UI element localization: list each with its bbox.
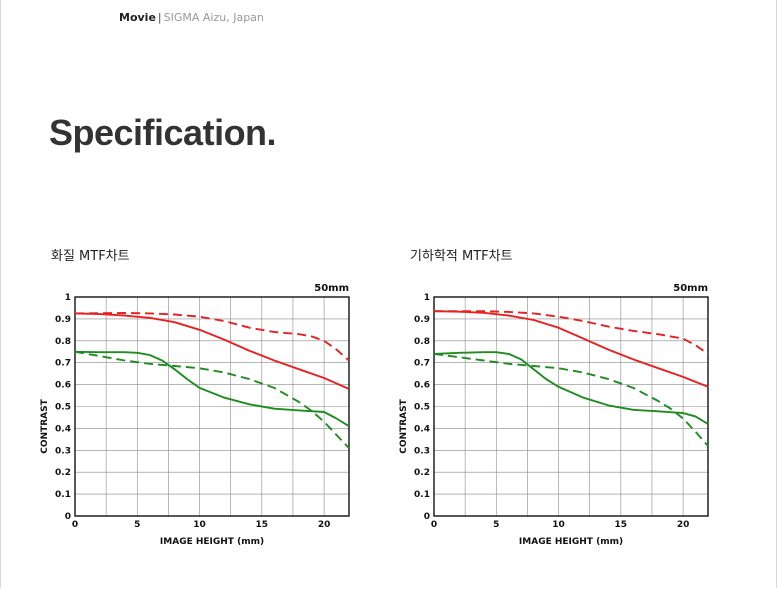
mtf-chart-image-quality: 00.10.20.30.40.50.60.70.80.910 5 10 15 2050m…	[40, 283, 350, 547]
mtf-dashed-line	[434, 310, 709, 355]
x-axis-title: IMAGE HEIGHT (mm)	[160, 537, 264, 547]
y-tick-label: 1	[424, 293, 430, 303]
y-tick-label: 0	[65, 512, 71, 522]
y-tick-label: 0.1	[55, 490, 71, 500]
y-axis-title: CONTRAST	[399, 398, 409, 453]
mtf-dashed-line	[433, 352, 709, 447]
mtf-solid-line	[74, 312, 350, 390]
y-tick-label: 0.7	[414, 359, 430, 369]
y-tick-label: 0.4	[55, 424, 71, 434]
y-tick-label: 0.3	[414, 446, 430, 456]
y-tick-label: 0.7	[55, 359, 71, 369]
y-tick-label: 0.8	[55, 337, 71, 347]
y-tick-label: 1	[65, 293, 71, 303]
focal-length-label: 50mm	[673, 283, 708, 294]
x-tick-label: 15	[256, 520, 269, 530]
y-tick-label: 0.5	[55, 403, 71, 413]
y-tick-label: 0.8	[414, 337, 430, 347]
mtf-solid-line	[74, 350, 350, 428]
x-tick-label: 10	[552, 520, 565, 530]
y-tick-label: 0.2	[55, 468, 71, 478]
mtf-solid-line	[433, 310, 709, 388]
geometric-mtf-panel: 기하학적 MTF차트 0 0.1 0.2 0.3 0.4 0.5 0.6 0.7 0.8 0.9 1…	[396, 245, 726, 565]
mtf-chart-geometric: 00.10.20.30.40.50.60.70.80.910 5 10 15 2050m…	[399, 283, 709, 547]
mtf-dashed-line	[74, 312, 350, 362]
x-tick-label: 20	[318, 520, 331, 530]
y-tick-label: 0.4	[414, 424, 430, 434]
y-tick-label: 0.5	[414, 403, 430, 413]
y-tick-label: 0.6	[414, 381, 430, 391]
y-tick-label: 0.9	[55, 315, 71, 325]
mtf-dashed-line	[74, 350, 350, 449]
x-tick-label: 5	[493, 520, 499, 530]
x-tick-label: 15	[615, 520, 628, 530]
breadcrumb-section[interactable]: Movie	[119, 11, 156, 24]
y-tick-label: 0.2	[414, 468, 430, 478]
page-title: Specification.	[49, 112, 277, 153]
breadcrumb: Movie | SIGMA Aizu, Japan	[119, 11, 264, 24]
x-tick-label: 10	[193, 520, 206, 530]
x-tick-label: 5	[134, 520, 140, 530]
mtf-solid-line	[433, 351, 709, 425]
plot-frame	[433, 296, 709, 517]
x-tick-label: 0	[72, 520, 78, 530]
plot-frame	[74, 296, 350, 517]
y-tick-label: 0.3	[55, 446, 71, 456]
breadcrumb-separator: |	[157, 11, 162, 24]
y-tick-label: 0.9	[414, 315, 430, 325]
image-quality-mtf-panel: 화질 MTF차트 0 0.1 0.2 0.3 0.4 0.5 0.6 0.7 0.8 0.9 1 0 5…	[37, 245, 367, 565]
focal-length-label: 50mm	[314, 283, 349, 294]
y-tick-label: 0.6	[55, 381, 71, 391]
chart-title: 기하학적 MTF차트	[410, 249, 513, 264]
x-tick-label: 0	[431, 520, 437, 530]
y-tick-label: 0	[424, 512, 430, 522]
chart-title: 화질 MTF차트	[51, 249, 130, 264]
x-tick-label: 20	[677, 520, 690, 530]
y-axis-title: CONTRAST	[40, 398, 50, 453]
breadcrumb-subtitle: SIGMA Aizu, Japan	[163, 11, 264, 24]
x-axis-title: IMAGE HEIGHT (mm)	[519, 537, 623, 547]
y-tick-label: 0.1	[414, 490, 430, 500]
